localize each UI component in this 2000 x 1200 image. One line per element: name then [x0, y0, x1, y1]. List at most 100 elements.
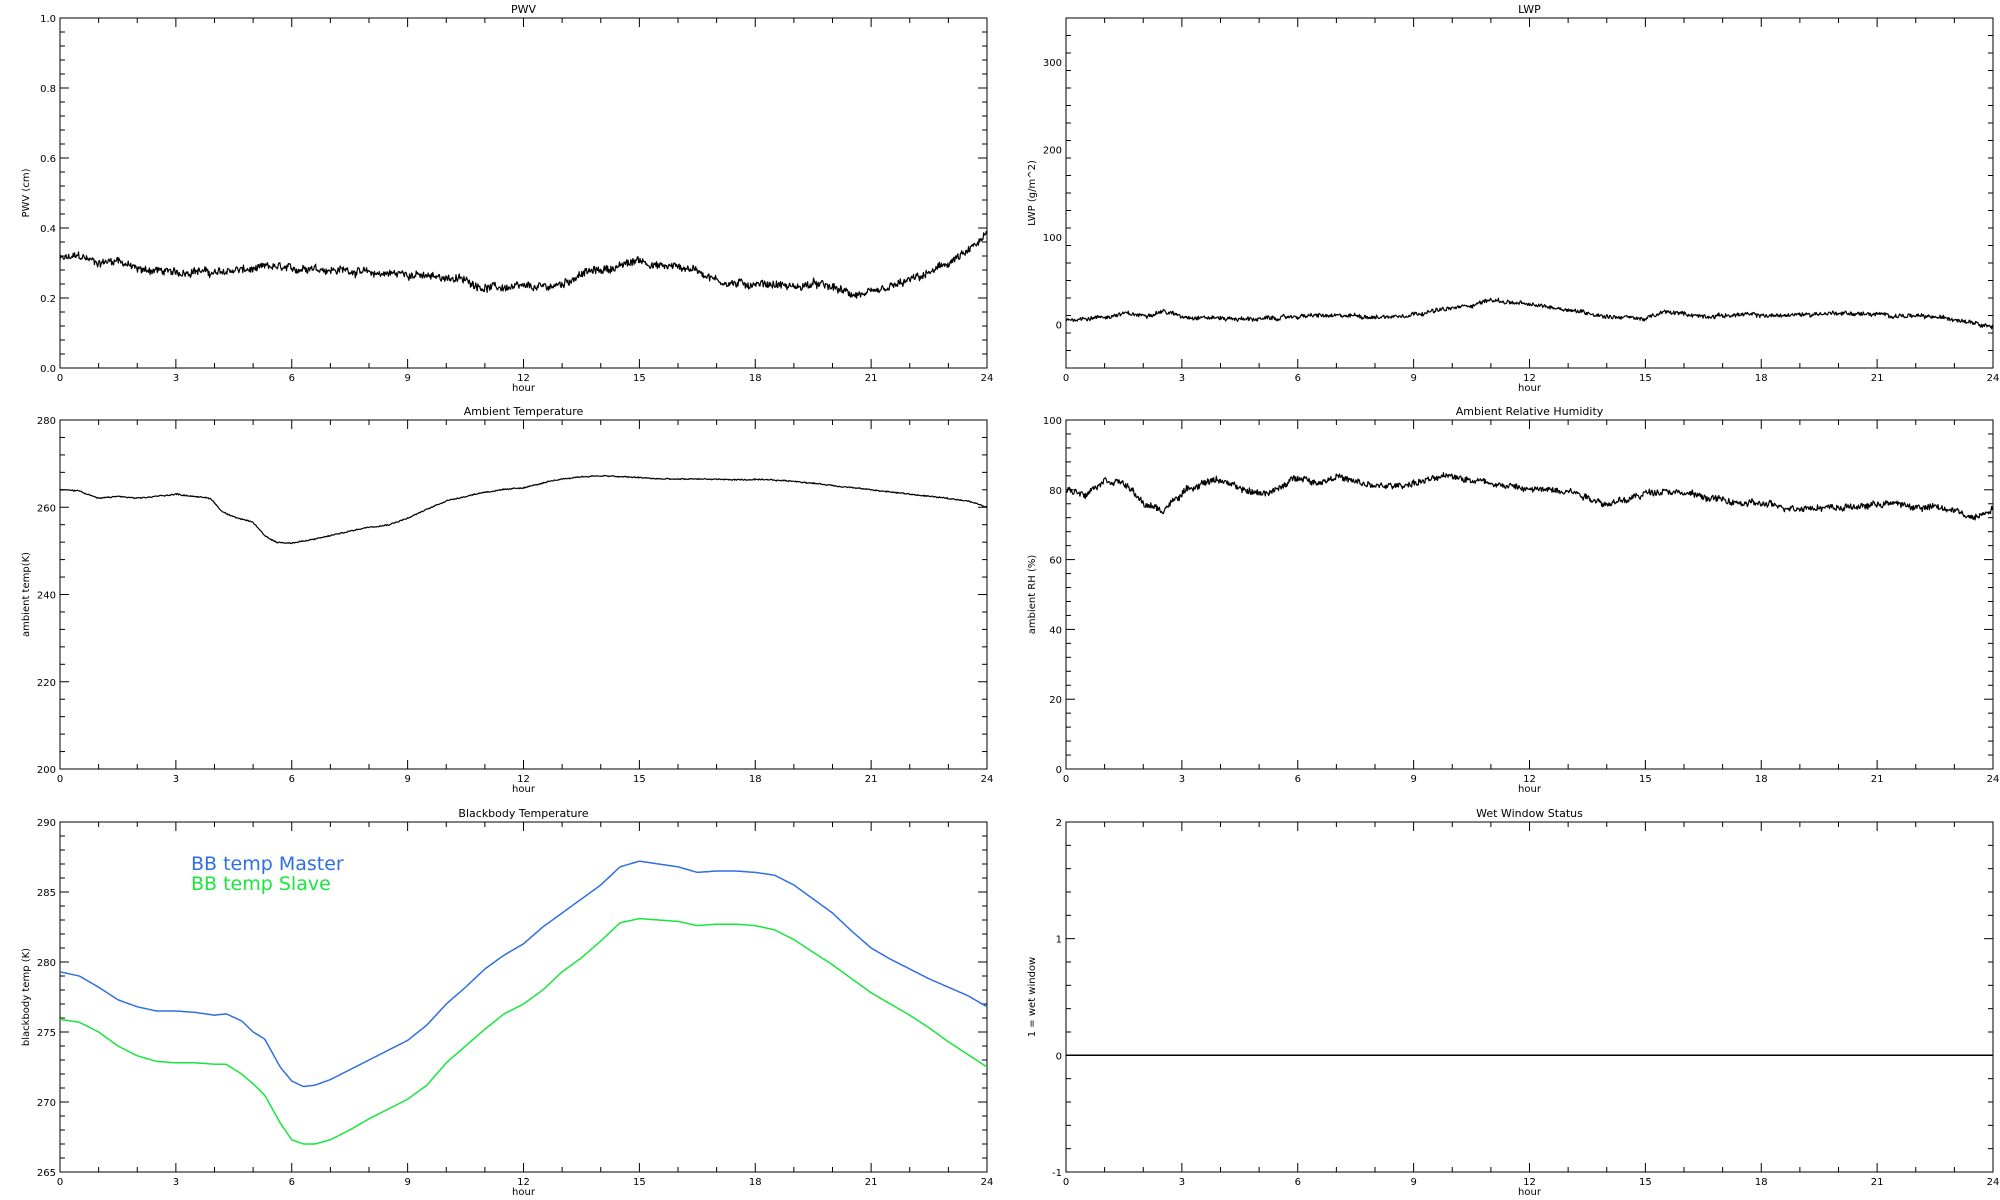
y-tick-label: 200	[37, 765, 56, 776]
plot-frame	[1065, 821, 1994, 1173]
chart-panel-blackbody-temperature: Blackbody Temperature 0 3 6 9 12 15 18 21 24 265 27…	[21, 807, 993, 1198]
x-tick-label: 9	[1410, 373, 1416, 384]
x-tick-label: 24	[1987, 373, 2000, 384]
x-axis-label: hour	[1518, 383, 1542, 394]
y-axis-label: PWV (cm)	[21, 168, 32, 217]
y-tick-label: 275	[37, 1028, 56, 1039]
x-tick-label: 9	[1410, 1177, 1416, 1188]
chart-title: LWP	[1518, 3, 1541, 16]
y-tick-label: 0.4	[40, 224, 56, 235]
y-tick-label: 265	[37, 1168, 56, 1179]
y-tick-label: 220	[37, 678, 56, 689]
x-tick-label: 24	[981, 1177, 994, 1188]
x-tick-label: 15	[633, 774, 646, 785]
y-axis-label: LWP (g/m^2)	[1027, 160, 1038, 226]
x-tick-label: 18	[749, 774, 762, 785]
y-tick-label: 60	[1049, 556, 1062, 567]
x-tick-label: 0	[1063, 1177, 1069, 1188]
x-tick-label: 3	[1179, 373, 1185, 384]
series-line-bb-temp-master	[60, 860, 987, 1088]
x-tick-label: 9	[404, 774, 410, 785]
x-tick-label: 12	[1523, 1177, 1536, 1188]
y-tick-label: 80	[1049, 486, 1062, 497]
x-tick-label: 3	[1179, 1177, 1185, 1188]
plot-frame	[1065, 419, 1994, 770]
chart-panel-pwv: PWV 0 3 6 9 12 15 18 21 24 0.0 0.2 0.4 0.6 0.8 1.0 hour P…	[21, 3, 993, 394]
chart-panel-ambient-relative-humidity: Ambient Relative Humidity 0 3 6 9 12 15 18 21 24 0…	[1027, 405, 1999, 795]
chart-title: Ambient Relative Humidity	[1456, 405, 1604, 418]
series-line	[60, 230, 987, 299]
plot-frame	[59, 17, 988, 369]
x-tick-label: 6	[289, 1177, 295, 1188]
y-axis-label: blackbody temp (K)	[21, 948, 32, 1046]
x-tick-label: 12	[517, 774, 530, 785]
x-tick-label: 0	[1063, 774, 1069, 785]
y-tick-label: 1.0	[40, 14, 56, 25]
x-tick-label: 0	[57, 774, 63, 785]
y-tick-label: -1	[1052, 1168, 1062, 1179]
x-tick-label: 18	[1755, 373, 1768, 384]
x-tick-label: 3	[173, 774, 179, 785]
x-axis-label: hour	[512, 383, 536, 394]
x-tick-label: 21	[1871, 1177, 1884, 1188]
y-tick-label: 285	[37, 888, 56, 899]
x-tick-label: 3	[173, 1177, 179, 1188]
x-tick-label: 0	[1063, 373, 1069, 384]
x-tick-label: 9	[404, 1177, 410, 1188]
x-tick-label: 12	[1523, 774, 1536, 785]
y-tick-label: 0.6	[40, 154, 56, 165]
y-axis-label: ambient RH (%)	[1027, 555, 1038, 635]
y-tick-label: 240	[37, 591, 56, 602]
x-tick-label: 24	[981, 373, 994, 384]
x-tick-label: 12	[1523, 373, 1536, 384]
x-tick-label: 15	[633, 1177, 646, 1188]
y-tick-label: 100	[1043, 416, 1062, 427]
legend-entry: BB temp Slave	[191, 873, 331, 895]
x-tick-label: 6	[1295, 1177, 1301, 1188]
y-tick-label: 200	[1043, 145, 1062, 156]
series-line	[1066, 472, 1993, 521]
y-tick-label: 0.8	[40, 84, 56, 95]
chart-title: Blackbody Temperature	[458, 807, 588, 820]
y-tick-label: 0	[1056, 320, 1062, 331]
x-tick-label: 0	[57, 373, 63, 384]
x-tick-label: 24	[981, 774, 994, 785]
y-tick-label: 0	[1056, 1051, 1062, 1062]
chart-title: Wet Window Status	[1476, 807, 1583, 820]
plot-frame	[59, 419, 988, 770]
x-tick-label: 24	[1987, 774, 2000, 785]
y-tick-label: 270	[37, 1098, 56, 1109]
y-tick-label: 280	[37, 416, 56, 427]
x-tick-label: 15	[633, 373, 646, 384]
y-tick-label: 1	[1056, 935, 1062, 946]
x-axis-label: hour	[1518, 784, 1542, 795]
x-tick-label: 6	[1295, 373, 1301, 384]
x-tick-label: 6	[1295, 774, 1301, 785]
x-tick-label: 6	[289, 774, 295, 785]
x-tick-label: 15	[1639, 373, 1652, 384]
y-tick-label: 0.0	[40, 364, 56, 375]
x-tick-label: 18	[1755, 774, 1768, 785]
x-tick-label: 9	[404, 373, 410, 384]
x-tick-label: 6	[289, 373, 295, 384]
series-line	[60, 474, 987, 545]
x-axis-label: hour	[1518, 1187, 1542, 1198]
y-tick-label: 0	[1056, 765, 1062, 776]
y-axis-label: ambient temp(K)	[21, 552, 32, 637]
y-tick-label: 300	[1043, 58, 1062, 69]
x-axis-label: hour	[512, 784, 536, 795]
x-tick-label: 24	[1987, 1177, 2000, 1188]
x-tick-label: 21	[1871, 373, 1884, 384]
x-tick-label: 18	[749, 373, 762, 384]
chart-title: Ambient Temperature	[464, 405, 584, 418]
y-tick-label: 100	[1043, 233, 1062, 244]
x-tick-label: 15	[1639, 774, 1652, 785]
x-tick-label: 18	[1755, 1177, 1768, 1188]
x-tick-label: 21	[865, 774, 878, 785]
x-tick-label: 15	[1639, 1177, 1652, 1188]
x-tick-label: 21	[865, 1177, 878, 1188]
chart-panel-lwp: LWP 0 3 6 9 12 15 18 21 24 0 100 200 300 hour LWP (g/m^…	[1027, 3, 1999, 394]
x-tick-label: 21	[1871, 774, 1884, 785]
y-axis-label: 1 = wet window	[1027, 957, 1038, 1037]
